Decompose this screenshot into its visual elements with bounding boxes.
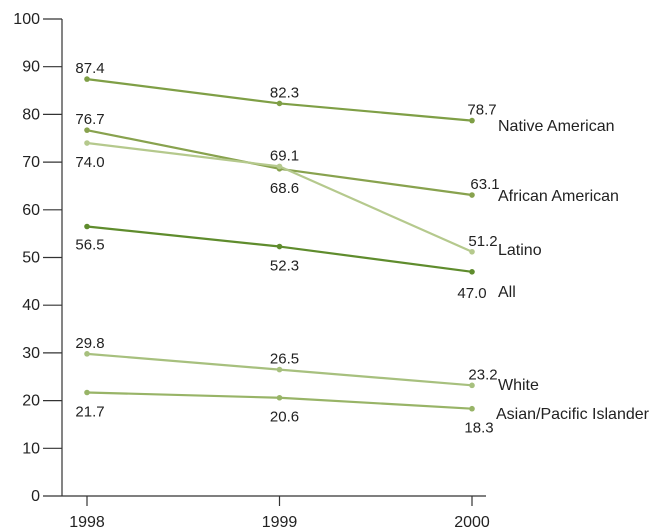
data-label-2-2: 51.2 — [468, 233, 497, 250]
data-label-3-0: 56.5 — [75, 236, 104, 253]
data-label-4-2: 23.2 — [468, 366, 497, 383]
data-point-0-1 — [276, 100, 283, 107]
x-tick-label-1999: 1999 — [262, 514, 298, 531]
series-name-1: African American — [498, 188, 619, 205]
data-point-3-2 — [469, 269, 475, 275]
data-label-1-0: 76.7 — [75, 111, 104, 128]
data-label-3-1: 52.3 — [270, 258, 299, 275]
data-label-1-2: 63.1 — [470, 176, 499, 193]
y-tick-label-40: 40 — [22, 297, 40, 314]
data-label-5-2: 18.3 — [464, 420, 493, 437]
series-line-5 — [85, 391, 474, 410]
x-tick-label-2000: 2000 — [454, 514, 490, 531]
data-point-0-2 — [469, 117, 475, 124]
data-point-5-0 — [84, 389, 90, 396]
series-name-3: All — [498, 284, 516, 301]
data-point-2-2 — [469, 248, 475, 255]
data-label-4-1: 26.5 — [270, 351, 299, 368]
data-label-0-1: 82.3 — [270, 84, 299, 101]
data-label-1-1: 68.6 — [270, 180, 299, 197]
data-point-1-2 — [469, 192, 475, 198]
data-point-4-0 — [84, 351, 90, 357]
series-name-0: Native American — [498, 118, 615, 135]
data-point-1-0 — [84, 127, 90, 133]
data-point-5-2 — [469, 405, 475, 412]
data-point-5-1 — [276, 394, 283, 401]
y-tick-label-50: 50 — [22, 250, 40, 267]
x-tick-label-1998: 1998 — [69, 514, 105, 531]
y-tick-label-10: 10 — [22, 440, 40, 457]
data-label-2-0: 74.0 — [75, 154, 104, 171]
y-tick-label-30: 30 — [22, 345, 40, 362]
data-point-3-0 — [84, 223, 90, 230]
data-point-2-1 — [276, 163, 283, 170]
data-point-4-1 — [276, 366, 283, 373]
data-label-5-1: 20.6 — [270, 409, 299, 426]
data-point-4-2 — [469, 382, 475, 389]
y-tick-label-80: 80 — [22, 106, 40, 123]
series-name-2: Latino — [498, 242, 542, 259]
y-tick-label-20: 20 — [22, 393, 40, 410]
data-label-2-1: 69.1 — [270, 147, 299, 164]
data-point-2-0 — [84, 140, 90, 146]
y-tick-label-0: 0 — [31, 488, 40, 505]
data-label-3-2: 47.0 — [457, 285, 486, 302]
data-point-0-0 — [84, 76, 90, 82]
data-label-5-0: 21.7 — [75, 403, 104, 420]
series-name-4: White — [498, 377, 539, 394]
y-tick-label-90: 90 — [22, 59, 40, 76]
y-tick-label-70: 70 — [22, 154, 40, 171]
data-label-0-0: 87.4 — [75, 60, 104, 77]
series-name-5: Asian/Pacific Islander — [496, 406, 650, 423]
y-tick-label-100: 100 — [13, 11, 40, 28]
y-tick-label-60: 60 — [22, 202, 40, 219]
data-label-4-0: 29.8 — [75, 335, 104, 352]
data-point-3-1 — [276, 243, 283, 250]
data-label-0-2: 78.7 — [467, 102, 496, 119]
